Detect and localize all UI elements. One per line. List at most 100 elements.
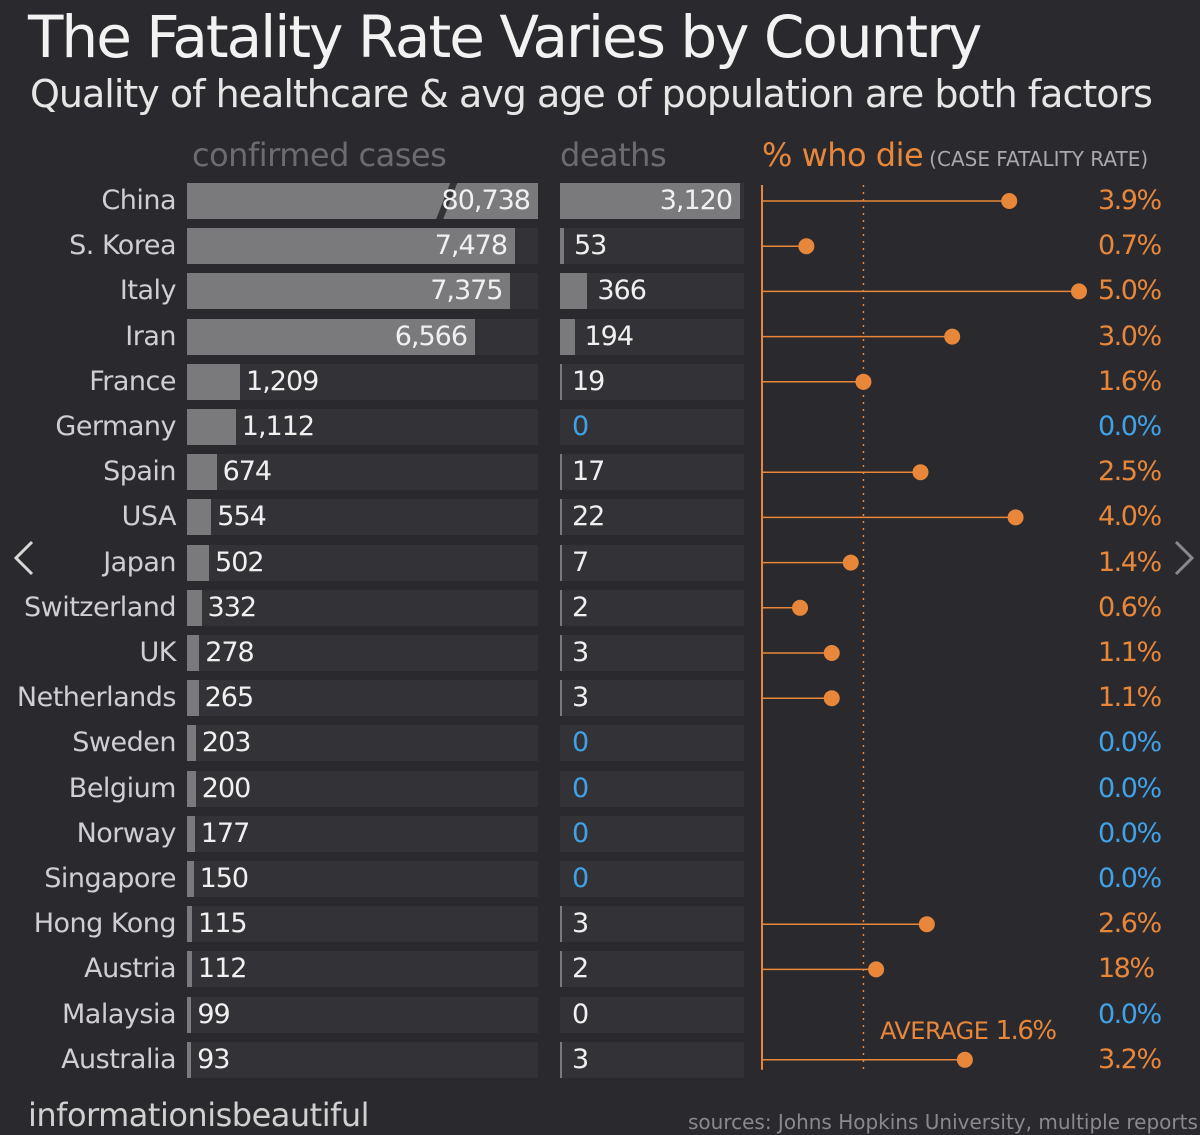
country-label: France (89, 365, 176, 397)
deaths-bar (560, 997, 562, 1033)
deaths-value: 2 (572, 591, 589, 623)
country-row: Germany 1,112 0 0.0% (0, 409, 1200, 445)
deaths-track: 3 (560, 635, 744, 671)
cases-value: 177 (200, 817, 251, 849)
cases-bar (187, 544, 210, 581)
country-label: Germany (55, 411, 176, 442)
deaths-bar (560, 454, 562, 491)
cases-value: 7,478 (434, 230, 508, 262)
rate-value: 3.0% (1098, 320, 1162, 352)
country-row: S. Korea 7,478 53 0.7% (0, 228, 1200, 265)
deaths-bar (560, 183, 740, 219)
chart-title: The Fatality Rate Varies by Country (28, 3, 982, 71)
sources-note: sources: Johns Hopkins University, multi… (688, 1110, 1198, 1134)
cases-track: 554 (187, 499, 538, 536)
deaths-value: 0 (572, 817, 589, 849)
deaths-value: 3 (572, 682, 589, 714)
deaths-value: 366 (597, 275, 647, 307)
cases-bar (187, 589, 202, 626)
country-label: S. Korea (69, 230, 176, 262)
country-label: Hong Kong (33, 908, 177, 940)
rate-value: 2.6% (1098, 908, 1162, 940)
cases-track: 93 (187, 1041, 538, 1078)
deaths-value: 53 (573, 230, 607, 262)
country-row: Singapore 150 0 0.0% (0, 861, 1200, 897)
rate-dot (823, 690, 840, 707)
deaths-bar (560, 228, 564, 265)
cases-value: 115 (198, 908, 248, 940)
deaths-track: 0 (560, 770, 744, 807)
deaths-track: 53 (560, 228, 744, 265)
country-row: Spain 674 17 2.5% (0, 454, 1200, 491)
rate-dot (918, 916, 935, 933)
country-label: China (101, 185, 176, 216)
rate-value: 1.4% (1098, 546, 1162, 578)
deaths-track: 3 (560, 680, 744, 717)
country-label: Switzerland (24, 591, 177, 623)
cases-track: 99 (187, 996, 538, 1033)
rate-value: 0.0% (1098, 727, 1162, 759)
deaths-track: 3 (560, 1041, 744, 1078)
cases-track: 7,375 (187, 273, 538, 310)
country-label: Italy (119, 275, 177, 307)
rate-value: 0.7% (1098, 230, 1162, 262)
rate-dot (1007, 509, 1024, 526)
country-row: Malaysia 99 0 0.0% (0, 996, 1200, 1033)
cases-value: 6,566 (394, 320, 468, 352)
deaths-column-header: deaths (560, 136, 667, 174)
deaths-value: 0 (572, 727, 589, 759)
deaths-value: 22 (572, 501, 605, 533)
deaths-bar (560, 816, 562, 852)
chevron-right-icon[interactable] (1162, 538, 1200, 578)
cases-value: 112 (197, 953, 248, 985)
deaths-bar (560, 951, 562, 988)
deaths-track: 366 (560, 273, 744, 310)
cases-bar (187, 499, 212, 536)
country-row: China 80,738 3,120 3.9% (0, 183, 1200, 219)
brand-logo-text: informationisbeautiful (28, 1096, 370, 1134)
country-row: UK 278 3 1.1% (0, 635, 1200, 671)
deaths-value: 0 (572, 772, 589, 804)
country-row: Italy 7,375 366 5.0% (0, 273, 1200, 310)
average-annotation: AVERAGE 1.6% (880, 1016, 1057, 1046)
deaths-bar (560, 589, 562, 626)
deaths-track: 2 (560, 589, 744, 626)
deaths-track: 0 (560, 815, 744, 852)
deaths-value: 3 (572, 637, 589, 668)
country-label: Singapore (44, 863, 176, 894)
cases-bar (187, 906, 193, 943)
rate-dot (868, 961, 885, 978)
deaths-track: 0 (560, 996, 744, 1033)
cases-value: 502 (215, 546, 265, 578)
cases-bar (187, 680, 199, 717)
country-row: Norway 177 0 0.0% (0, 815, 1200, 852)
cases-value: 265 (204, 682, 255, 714)
deaths-value: 0 (572, 998, 589, 1030)
cases-track: 6,566 (187, 318, 538, 355)
cases-track: 203 (187, 725, 538, 762)
deaths-track: 2 (560, 951, 744, 988)
deaths-value: 19 (572, 365, 605, 397)
deaths-bar (560, 725, 562, 761)
deaths-bar (560, 906, 562, 943)
deaths-track: 3,120 (560, 183, 744, 219)
rate-value: 0.0% (1098, 817, 1162, 849)
deaths-value: 3 (572, 1043, 589, 1075)
country-row: Hong Kong 115 3 2.6% (0, 906, 1200, 943)
deaths-value: 194 (584, 320, 635, 352)
cases-bar (187, 273, 511, 310)
country-label: Malaysia (62, 998, 176, 1030)
country-row: France 1,209 19 1.6% (0, 363, 1200, 400)
cases-track: 200 (187, 770, 538, 807)
cases-value: 278 (205, 637, 255, 668)
deaths-bar (560, 499, 562, 536)
country-label: Spain (103, 456, 176, 488)
cases-value: 200 (201, 772, 252, 804)
country-label: Sweden (72, 727, 176, 759)
cases-value: 674 (222, 456, 273, 488)
deaths-bar (560, 273, 588, 310)
deaths-track: 22 (560, 499, 744, 536)
chevron-left-icon[interactable] (6, 538, 46, 578)
country-label: Belgium (68, 772, 177, 804)
